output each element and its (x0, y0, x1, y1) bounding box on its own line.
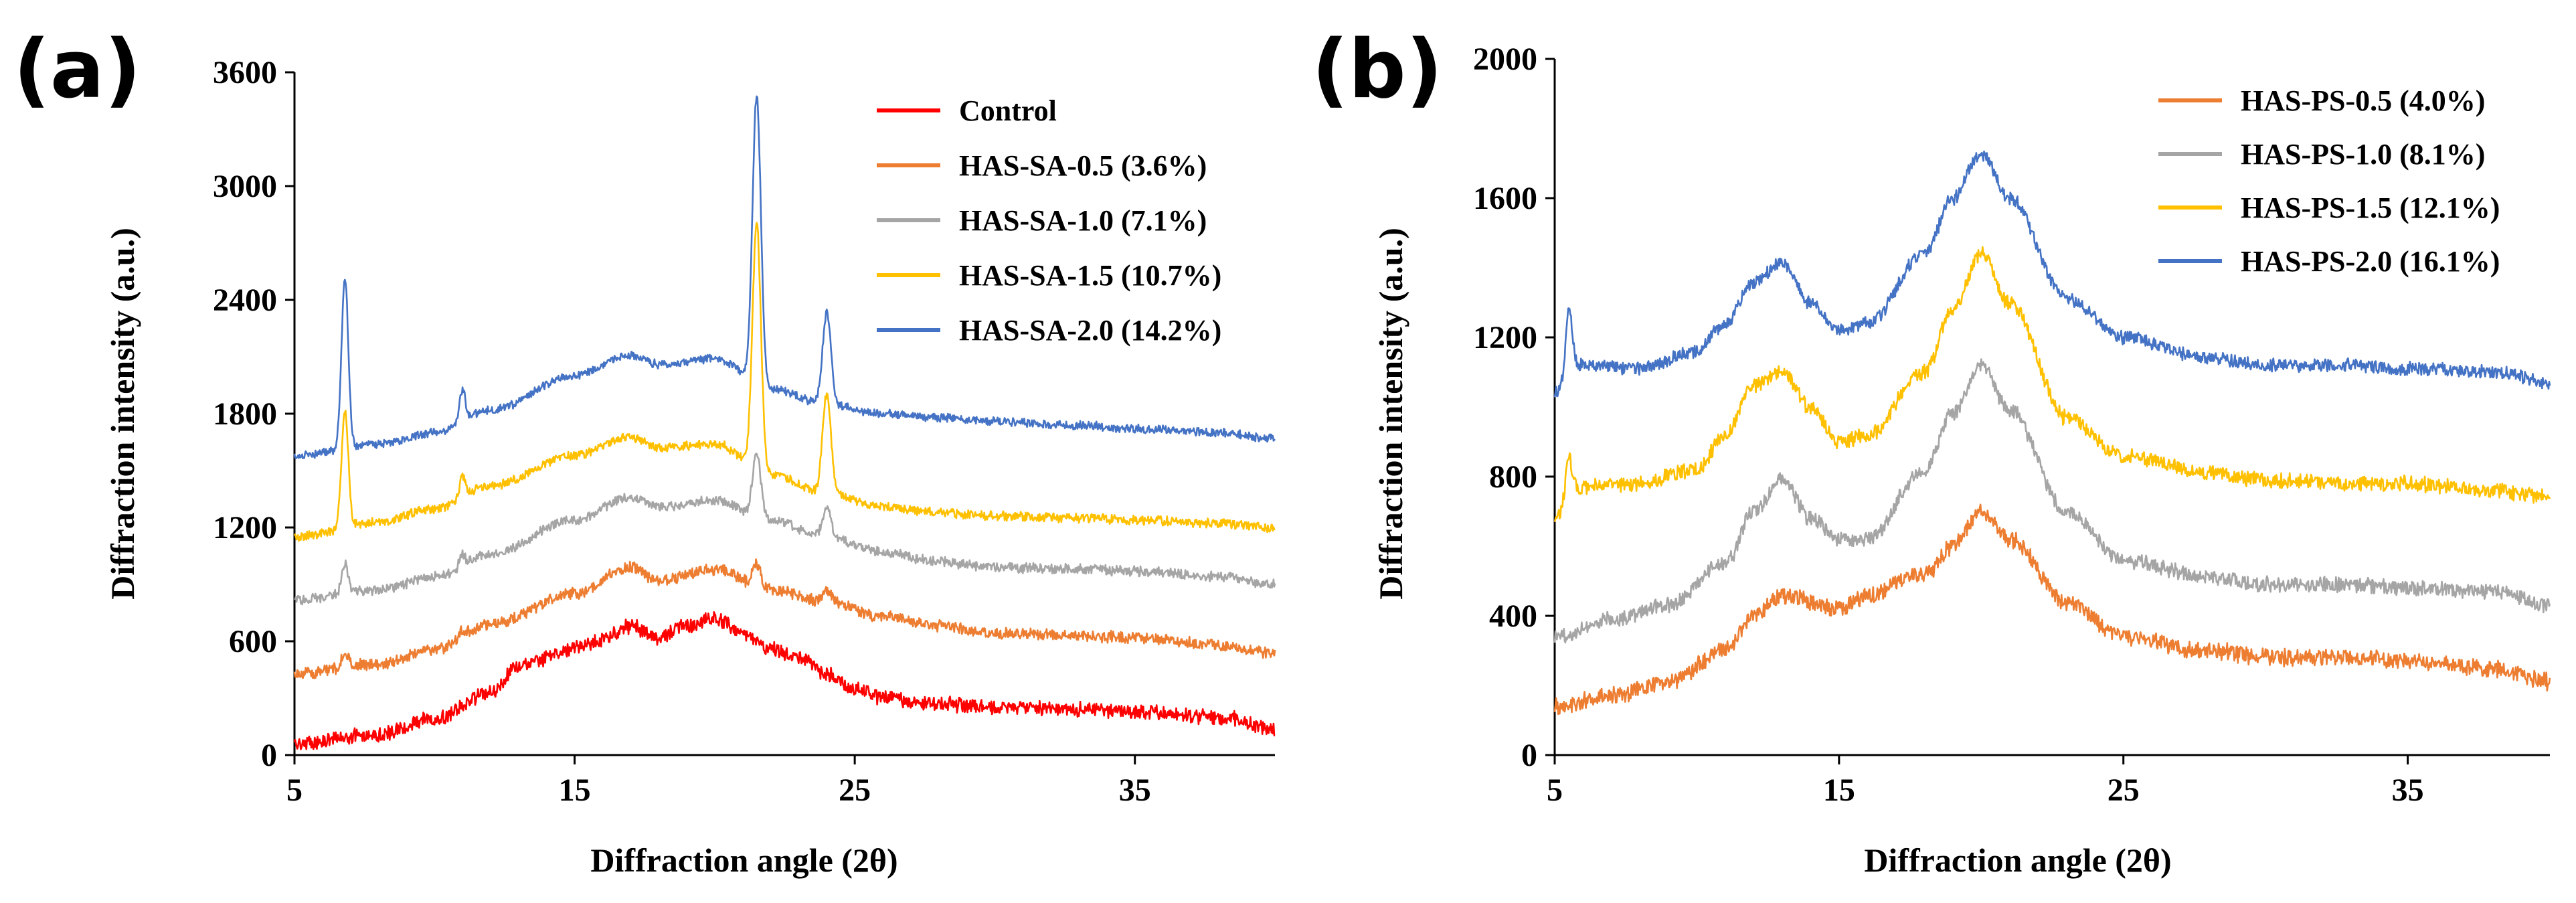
panel-a-x-axis-title: Diffraction angle (2θ) (590, 841, 897, 879)
legend-label: HAS-SA-2.0 (14.2%) (959, 314, 1221, 347)
legend-label: HAS-PS-1.0 (8.1%) (2241, 138, 2485, 171)
panel-b-label: (b) (1312, 23, 1443, 116)
series-line-control (293, 610, 1276, 750)
panel-b-plot-area: 0 400 800 1200 1600 2000 5 15 25 35 (1473, 42, 2551, 808)
panel-a-y-axis-title: Diffraction intensity (a.u.) (104, 228, 141, 600)
y-tick-label: 3000 (213, 169, 277, 204)
y-tick-label: 2400 (213, 282, 277, 318)
y-tick-label: 1200 (213, 510, 277, 546)
x-tick-label: 5 (1547, 772, 1563, 808)
y-tick-label: 800 (1489, 459, 1537, 495)
y-tick-label: 3600 (213, 55, 277, 90)
panel-b-y-axis-title: Diffraction intensity (a.u.) (1372, 228, 1409, 600)
series-line-has-sa-2.0 (293, 95, 1276, 460)
panel-b-legend: HAS-PS-0.5 (4.0%) HAS-PS-1.0 (8.1%) HAS-PS… (2158, 84, 2500, 278)
y-tick-label: 0 (261, 738, 277, 773)
series-line-has-ps-0.5 (1553, 503, 2551, 716)
series-line-has-sa-0.5 (293, 558, 1276, 679)
legend-label: HAS-SA-1.0 (7.1%) (959, 204, 1207, 237)
y-tick-label: 600 (229, 624, 277, 659)
legend-label: Control (959, 94, 1057, 127)
x-tick-label: 35 (2392, 772, 2424, 808)
x-tick-label: 15 (1823, 772, 1855, 808)
legend-label: HAS-SA-1.5 (10.7%) (959, 259, 1221, 292)
panel-a-label: (a) (13, 23, 141, 116)
panel-a-legend: Control HAS-SA-0.5 (3.6%) HAS-SA-1.0 (7.1%… (877, 94, 1221, 347)
x-tick-label: 5 (286, 772, 303, 808)
x-tick-label: 25 (839, 772, 871, 808)
y-tick-label: 0 (1521, 738, 1537, 773)
series-line-has-ps-1.5 (1553, 246, 2551, 522)
panel-b-chart: (b) Diffraction intensity (a.u.) Diffrac… (1312, 23, 2551, 879)
y-tick-label: 2000 (1473, 42, 1537, 77)
y-tick-label: 1600 (1473, 181, 1537, 216)
y-tick-label: 1800 (213, 396, 277, 432)
series-line-has-ps-2.0 (1553, 150, 2551, 398)
x-tick-label: 35 (1119, 772, 1151, 808)
legend-label: HAS-SA-0.5 (3.6%) (959, 149, 1207, 182)
x-tick-label: 15 (559, 772, 591, 808)
series-line-has-ps-1.0 (1553, 358, 2551, 644)
panel-a-chart: (a) Diffraction intensity (a.u.) Diffrac… (13, 23, 1276, 879)
legend-label: HAS-PS-0.5 (4.0%) (2241, 84, 2485, 117)
y-tick-label: 400 (1489, 598, 1537, 634)
panel-b-x-axis-title: Diffraction angle (2θ) (1864, 841, 2171, 879)
legend-label: HAS-PS-1.5 (12.1%) (2241, 191, 2500, 224)
series-line-has-sa-1.5 (293, 222, 1276, 542)
x-tick-label: 25 (2108, 772, 2140, 808)
series-line-has-sa-1.0 (293, 453, 1276, 606)
legend-label: HAS-PS-2.0 (16.1%) (2241, 245, 2500, 278)
panel-a-plot-area: 0 600 1200 1800 2400 3000 3600 5 15 25 35 (213, 55, 1276, 808)
y-tick-label: 1200 (1473, 320, 1537, 355)
